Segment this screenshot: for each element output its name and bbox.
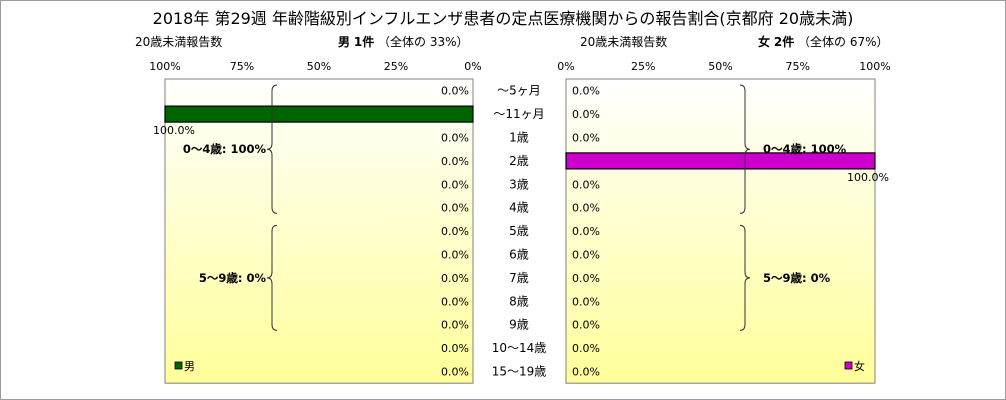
category-label: 4歳 [509,201,529,215]
left-share-prefix: （全体の [378,35,427,49]
female-legend-swatch [844,361,853,370]
female-value-label: 0.0% [572,295,600,308]
category-label: 3歳 [509,177,529,191]
male-value-label: 0.0% [441,342,469,355]
category-label: 8歳 [509,294,529,308]
male-group-brace [266,84,278,214]
male-group-brace [266,224,278,331]
right-count-label: 20歳未満報告数 [580,35,668,49]
male-tick-label: 50% [307,60,331,73]
male-tick-label: 25% [384,60,408,73]
right-summary: 女 2件 （全体の 67%） [758,33,889,50]
chart-title: 2018年 第29週 年齢階級別インフルエンザ患者の定点医療機関からの報告割合(… [152,9,854,28]
category-label: 〜11ヶ月 [493,107,544,121]
female-value-label: 0.0% [572,272,600,285]
female-tick-label: 100% [859,60,890,73]
male-group-label: 5〜9歳: 0% [199,271,267,285]
left-count: 1件 [353,35,375,49]
left-sex: 男 [338,35,351,49]
female-value-label: 0.0% [572,178,600,191]
male-value-label: 0.0% [441,202,469,215]
male-value-label: 0.0% [441,272,469,285]
left-share: 33%） [429,35,469,49]
female-value-label: 0.0% [572,225,600,238]
female-tick-label: 75% [786,60,810,73]
male-tick-label: 100% [149,60,180,73]
male-value-label: 0.0% [441,225,469,238]
female-group-brace [739,224,751,331]
male-value-label: 0.0% [441,155,469,168]
male-panel: 100% 75% 50% 25% 0% 0.0% 100.0% 0.0% 0.0% 0.0% 0.0… [149,60,482,384]
female-tick-label: 0% [557,60,574,73]
male-group-label: 0〜4歳: 100% [183,142,267,156]
female-group-label: 0〜4歳: 100% [763,142,847,156]
category-label: 10〜14歳 [492,341,547,355]
female-value-label: 0.0% [572,202,600,215]
category-label: 15〜19歳 [492,365,547,379]
female-value-label: 100.0% [847,171,889,184]
female-tick-label: 50% [708,60,732,73]
left-summary: 男 1件 （全体の 33%） [338,33,469,50]
male-value-label: 0.0% [441,178,469,191]
female-group-brace [739,84,751,214]
male-value-label: 0.0% [441,132,469,145]
female-panel: 0% 25% 50% 75% 100% 0.0% 0.0% 0.0% 100.0% 0.0% 0.0… [557,60,891,384]
category-label: 5歳 [509,224,529,238]
female-value-label: 0.0% [572,319,600,332]
female-value-label: 0.0% [572,132,600,145]
male-legend-swatch [174,361,183,370]
category-label: 6歳 [509,248,529,262]
female-tick-label: 25% [631,60,655,73]
male-value-label: 0.0% [441,366,469,379]
age-category-labels: 〜5ヶ月〜11ヶ月 1歳 2歳 3歳 4歳 5歳 6歳 7歳 8歳 9歳 10〜14歳 15〜19歳 [492,84,547,379]
female-bar [565,152,876,170]
right-share: 67%） [849,35,889,49]
left-count-label: 20歳未満報告数 [135,35,223,49]
male-value-label: 0.0% [441,319,469,332]
female-plot-area [565,78,876,384]
category-label: 2歳 [509,154,529,168]
male-bar [164,105,474,123]
male-value-label: 0.0% [441,85,469,98]
female-value-label: 0.0% [572,366,600,379]
female-value-label: 0.0% [572,342,600,355]
female-value-label: 0.0% [572,85,600,98]
right-sex: 女 [758,35,771,49]
category-label: 7歳 [509,271,529,285]
male-value-label: 100.0% [153,124,195,137]
male-legend-label: 男 [184,360,195,373]
male-tick-label: 75% [230,60,254,73]
male-tick-label: 0% [464,60,481,73]
right-count: 2件 [773,35,795,49]
female-legend-label: 女 [854,359,865,373]
right-share-prefix: （全体の [798,35,847,49]
male-value-label: 0.0% [441,249,469,262]
female-value-label: 0.0% [572,108,600,121]
female-value-label: 0.0% [572,249,600,262]
female-group-label: 5〜9歳: 0% [763,271,831,285]
male-value-label: 0.0% [441,295,469,308]
male-plot-area [164,78,474,384]
category-label: 9歳 [509,318,529,332]
category-label: 〜5ヶ月 [497,84,541,98]
category-label: 1歳 [509,131,529,145]
